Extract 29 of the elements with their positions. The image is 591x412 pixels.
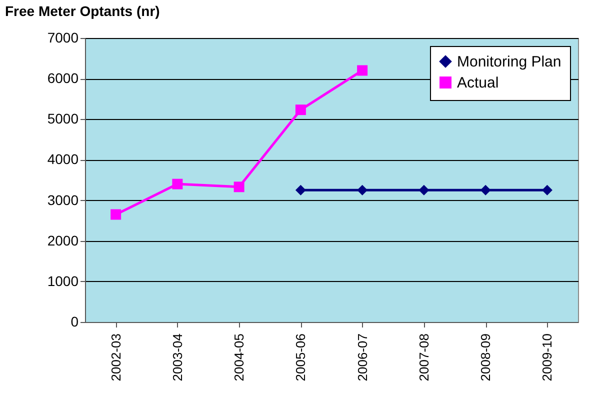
point [418, 184, 430, 196]
x-tick-label: 2003-04 [170, 334, 185, 382]
x-tick-label: 2005-06 [293, 334, 308, 382]
y-tick-label: 2000 [47, 232, 79, 248]
y-tick-label: 7000 [47, 30, 79, 46]
point [295, 104, 306, 116]
y-tick-label: 1000 [47, 272, 79, 289]
legend-label: Actual [457, 74, 499, 92]
point [357, 184, 368, 196]
x-tick-label: 2007-08 [416, 334, 432, 382]
chart-title: Free Meter Optants (nr) [5, 3, 160, 19]
point [172, 178, 183, 190]
point [480, 184, 491, 196]
y-tick-label: 4000 [47, 151, 79, 168]
point [234, 182, 244, 192]
point [357, 65, 368, 76]
point [110, 209, 122, 220]
x-tick-label: 2002-03 [108, 334, 124, 382]
legend-label: Monitoring Plan [457, 54, 562, 70]
x-tick-label: 2008-09 [478, 334, 494, 382]
x-tick-label: 2009-10 [540, 334, 555, 382]
y-tick-label: 0 [70, 314, 79, 330]
x-tick-label: 2004-05 [232, 334, 247, 382]
point [542, 184, 552, 196]
y-tick-label: 5000 [47, 110, 79, 127]
y-tick-label: 6000 [47, 70, 79, 86]
point [295, 184, 306, 196]
x-tick-label: 2006-07 [354, 334, 370, 382]
y-tick-label: 3000 [47, 192, 79, 208]
